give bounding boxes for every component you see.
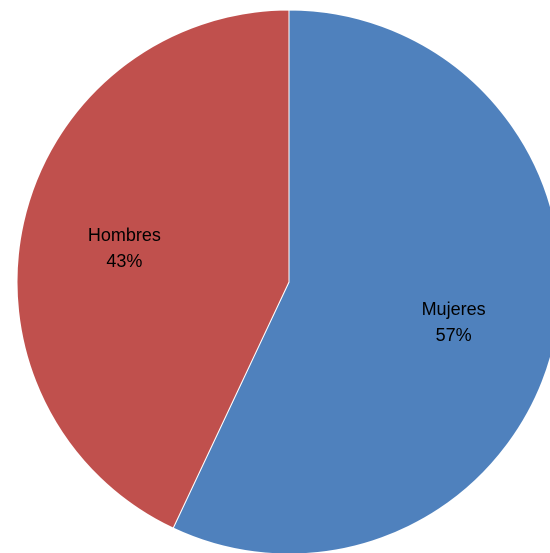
pie-label-mujeres: Mujeres 57%	[422, 299, 486, 345]
pie-labels: Mujeres 57% Hombres 43%	[88, 225, 486, 345]
pie-label-percent: 43%	[106, 251, 142, 271]
pie-label-percent: 57%	[436, 325, 472, 345]
pie-slices	[16, 9, 550, 553]
pie-slice-hombres	[16, 9, 290, 529]
pie-label-name: Mujeres	[422, 299, 486, 319]
pie-label-name: Hombres	[88, 225, 161, 245]
pie-label-hombres: Hombres 43%	[88, 225, 161, 271]
